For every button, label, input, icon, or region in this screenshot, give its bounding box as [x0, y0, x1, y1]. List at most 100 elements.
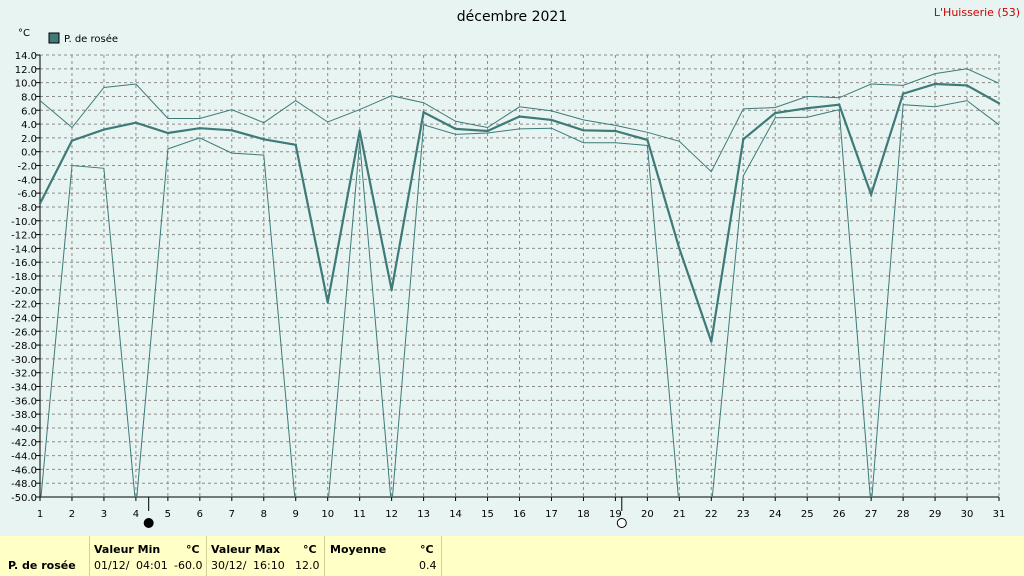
y-tick-label: -6.0	[17, 189, 37, 200]
x-tick-label: 15	[481, 509, 494, 520]
x-tick-label: 1	[37, 509, 43, 520]
full-moon-icon	[616, 518, 627, 528]
y-tick-label: 2.0	[21, 134, 37, 145]
data-point-avg	[70, 139, 74, 142]
dew-point-chart: 14.0 12.0 10.0 8.0 6.0 4.0 2.0 0.0 -2.0 -4.0 -6.0 -…	[11, 6, 1020, 528]
x-tick-label: 4	[133, 509, 139, 520]
data-point-avg	[198, 127, 202, 130]
footer-series-cell: P. de rosée	[0, 536, 90, 576]
data-point-avg	[806, 106, 809, 110]
data-point-avg	[646, 138, 649, 142]
footer-max-unit: °C	[303, 543, 317, 556]
data-point-avg	[869, 193, 873, 196]
footer-max-date: 30/12/	[211, 559, 247, 572]
y-tick-label: 6.0	[21, 106, 37, 117]
x-tick-label: 19	[609, 509, 622, 520]
y-tick-label: -34.0	[11, 383, 37, 394]
y-tick-label: -22.0	[11, 300, 37, 311]
y-tick-label: -30.0	[11, 355, 37, 366]
y-tick-label: -18.0	[11, 272, 37, 283]
data-point-avg	[901, 92, 905, 95]
footer-max-cell: Valeur Max °C 30/12/ 16:10 12.0	[206, 536, 325, 576]
data-point-avg	[230, 129, 233, 132]
y-tick-label: -26.0	[11, 327, 37, 338]
x-tick-label: 26	[833, 509, 846, 520]
data-point-avg	[933, 82, 937, 86]
y-tick-label: -4.0	[17, 175, 37, 186]
x-tick-label: 5	[165, 509, 171, 520]
y-tick-label: -38.0	[11, 410, 37, 421]
y-tick-label: -24.0	[11, 313, 37, 324]
x-tick-label: 17	[545, 509, 558, 520]
y-tick-label: 10.0	[15, 79, 37, 90]
x-tick-label: 27	[865, 509, 878, 520]
footer-series-label: P. de rosée	[8, 559, 76, 572]
footer-avg-cell: Moyenne °C 0.4	[324, 536, 442, 576]
data-point-avg	[550, 118, 553, 122]
y-tick-label: -8.0	[17, 203, 37, 214]
footer-max-label: Valeur Max	[211, 543, 281, 556]
x-tick-label: 12	[385, 509, 398, 520]
y-tick-label: 14.0	[15, 51, 37, 62]
data-point-avg	[997, 102, 1001, 105]
footer-min-time: 04:01	[136, 559, 168, 572]
data-point-avg	[837, 103, 841, 106]
x-tick-label: 14	[449, 509, 462, 520]
y-tick-label: 12.0	[15, 65, 37, 76]
x-tick-label: 2	[69, 509, 75, 520]
x-tick-label: 22	[705, 509, 718, 520]
footer-max-time: 16:10	[253, 559, 285, 572]
y-tick-label: -48.0	[11, 479, 37, 490]
stats-footer: P. de rosée Valeur Min °C 01/12/ 04:01 -…	[0, 536, 1024, 576]
x-tick-label: 18	[577, 509, 590, 520]
x-tick-label: 30	[961, 509, 974, 520]
data-point-avg	[262, 138, 265, 141]
y-tick-label: -10.0	[11, 217, 37, 228]
data-point-avg	[742, 138, 745, 141]
y-tick-label: -40.0	[11, 424, 37, 435]
x-tick-label: 23	[737, 509, 750, 520]
footer-avg-label: Moyenne	[330, 543, 387, 556]
y-tick-label: -2.0	[17, 162, 37, 173]
x-tick-label: 20	[641, 509, 654, 520]
footer-avg-unit: °C	[420, 543, 434, 556]
y-tick-label: -42.0	[11, 438, 37, 449]
data-point-avg	[710, 340, 713, 343]
data-point-avg	[518, 115, 521, 118]
y-tick-label: 8.0	[21, 92, 37, 103]
footer-min-value: -60.0	[174, 559, 203, 572]
x-tick-label: 7	[229, 509, 235, 520]
y-tick-label: -14.0	[11, 244, 37, 255]
series-line-max	[40, 68, 999, 173]
y-tick-label: -44.0	[11, 452, 37, 463]
y-tick-label: -16.0	[11, 258, 37, 269]
footer-min-label: Valeur Min	[94, 543, 161, 556]
x-tick-label: 6	[197, 509, 203, 520]
data-point-avg	[166, 131, 170, 135]
x-tick-label: 10	[321, 509, 334, 520]
chart-title: décembre 2021	[457, 9, 567, 25]
data-point-avg	[422, 111, 425, 114]
data-point-avg	[678, 247, 681, 250]
legend-swatch	[48, 32, 60, 44]
x-tick-label: 21	[673, 509, 686, 520]
data-point-avg	[38, 202, 42, 205]
y-tick-label: -20.0	[11, 286, 37, 297]
footer-min-cell: Valeur Min °C 01/12/ 04:01 -60.0	[89, 536, 207, 576]
x-tick-label: 31	[993, 509, 1006, 520]
new-moon-icon	[143, 518, 154, 528]
x-tick-label: 11	[353, 509, 366, 520]
legend-label: P. de rosée	[64, 33, 118, 45]
x-tick-label: 13	[417, 509, 430, 520]
x-tick-label: 3	[101, 509, 107, 520]
x-tick-label: 9	[293, 509, 299, 520]
x-tick-label: 29	[929, 509, 942, 520]
station-name: L'Huisserie (53)	[934, 6, 1020, 19]
data-point-avg	[614, 129, 617, 133]
footer-min-unit: °C	[186, 543, 200, 556]
y-tick-label: -28.0	[11, 341, 37, 352]
x-tick-label: 28	[897, 509, 910, 520]
x-tick-label: 24	[769, 509, 782, 520]
y-unit-label: °C	[18, 28, 30, 39]
data-point-avg	[486, 129, 489, 133]
